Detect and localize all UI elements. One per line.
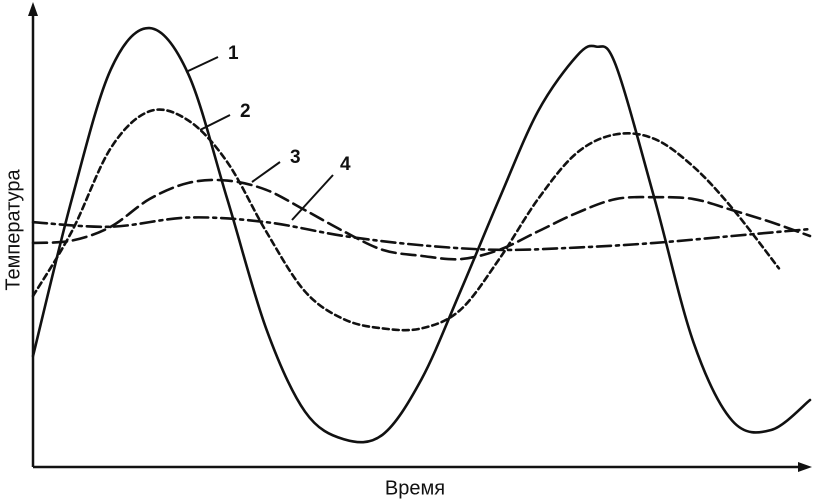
label-leader: [185, 56, 219, 73]
line-series: [31, 108, 781, 332]
label-leader: [291, 174, 334, 221]
series-label: 3: [290, 147, 301, 168]
series-label: 1: [228, 43, 239, 64]
label-leader: [199, 114, 231, 131]
line-series: [31, 178, 812, 261]
x-axis-label: Время: [385, 477, 445, 499]
y-axis-arrow: [28, 2, 38, 16]
series-label: 2: [240, 101, 251, 122]
label-leader: [251, 161, 281, 183]
axes: [31, 8, 806, 469]
x-axis-arrow: [798, 462, 812, 472]
y-axis-label: Температура: [2, 169, 24, 291]
line-series: [31, 216, 812, 252]
line-series: [31, 26, 812, 444]
series-label: 4: [340, 154, 351, 175]
